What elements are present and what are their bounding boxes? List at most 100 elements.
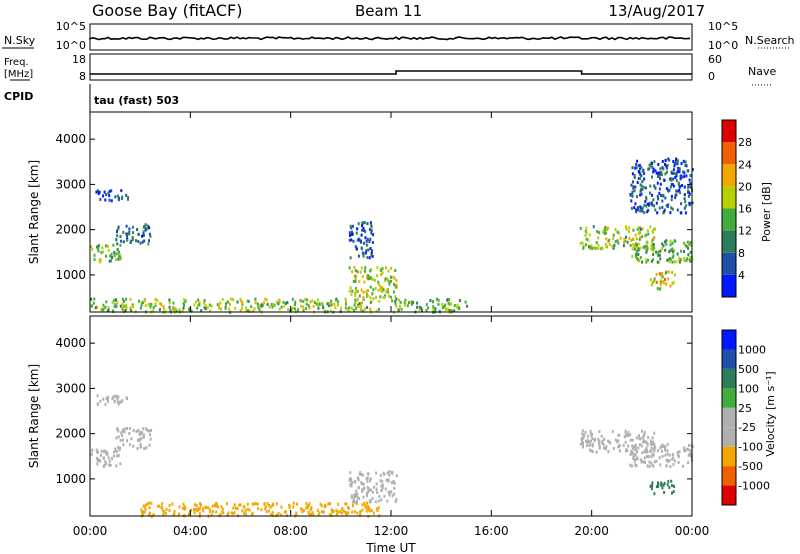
- power-echo-cell: [357, 254, 360, 258]
- velocity-echo-cell: [302, 509, 305, 513]
- power-echo-cell: [366, 275, 368, 279]
- power-echo-cell: [435, 297, 438, 301]
- power-echo-cell: [361, 224, 364, 228]
- power-echo-cell: [363, 221, 366, 225]
- power-echo-cell: [142, 301, 144, 305]
- power-echo-cell: [316, 298, 319, 302]
- velocity-echo-cell: [635, 436, 638, 440]
- velocity-echo-cell: [251, 511, 254, 515]
- power-echo-cell: [282, 300, 285, 304]
- power-echo-cell: [641, 209, 644, 213]
- velocity-echo-cell: [215, 510, 218, 514]
- velocity-echo-cell: [652, 447, 655, 451]
- power-echo-cell: [654, 169, 657, 173]
- power-echo-cell: [683, 197, 686, 201]
- power-echo-cell: [369, 269, 372, 273]
- power-echo-cell: [115, 298, 118, 302]
- power-echo-cell: [639, 205, 642, 209]
- power-echo-cell: [366, 306, 369, 309]
- power-echo-cell: [111, 256, 114, 260]
- power-echo-cell: [612, 233, 615, 237]
- velocity-echo-cell: [363, 486, 366, 490]
- velocity-echo-cell: [641, 436, 644, 440]
- power-echo-cell: [683, 175, 686, 179]
- velocity-echo-cell: [280, 505, 283, 509]
- power-echo-cell: [395, 283, 398, 287]
- power-echo-cell: [634, 233, 637, 237]
- velocity-echo-cell: [108, 459, 111, 463]
- power-echo-cell: [666, 164, 669, 167]
- power-echo-cell: [679, 177, 682, 181]
- power-echo-cell: [656, 181, 659, 185]
- power-echo-cell: [634, 242, 637, 246]
- velocity-echo-cell: [631, 450, 634, 454]
- velocity-echo-cell: [126, 439, 128, 443]
- power-echo-cell: [409, 300, 412, 304]
- velocity-echo-cell: [637, 446, 640, 450]
- power-echo-cell: [284, 302, 287, 305]
- velocity-echo-cell: [649, 442, 652, 446]
- power-echo-cell: [642, 172, 645, 176]
- power-echo-cell: [370, 225, 373, 229]
- power-echo-cell: [365, 290, 368, 293]
- power-echo-cell: [104, 198, 107, 202]
- velocity-echo-cell: [614, 438, 617, 442]
- power-echo-cell: [665, 164, 668, 168]
- power-echo-cell: [630, 199, 633, 203]
- velocity-echo-cell: [305, 506, 308, 510]
- power-echo-cell: [659, 279, 662, 283]
- power-echo-cell: [138, 299, 140, 303]
- velocity-echo-cell: [357, 486, 360, 490]
- velocity-echo-cell: [168, 508, 171, 512]
- power-echo-cell: [105, 254, 107, 258]
- velocity-echo-cell: [355, 499, 358, 503]
- power-echo-cell: [631, 247, 634, 251]
- velocity-echo-cell: [629, 463, 632, 467]
- velocity-echo-cell: [668, 453, 671, 457]
- velocity-echo-cell: [350, 494, 353, 498]
- velocity-echo-cell: [102, 456, 105, 460]
- velocity-echo-cell: [226, 502, 228, 506]
- power-echo-cell: [366, 274, 369, 277]
- power-echo-cell: [651, 203, 654, 207]
- velocity-echo-cell: [375, 482, 378, 486]
- velocity-echo-cell: [351, 500, 354, 504]
- power-echo-cell: [585, 226, 588, 230]
- power-echo-cell: [113, 250, 116, 254]
- velocity-echo-cell: [619, 449, 621, 453]
- velocity-echo-cell: [617, 439, 620, 443]
- velocity-echo-cell: [362, 495, 365, 499]
- power-echo-cell: [632, 228, 635, 232]
- velocity-echo-cell: [234, 506, 237, 510]
- power-echo-cell: [371, 241, 374, 244]
- velocity-echo-cell: [266, 502, 269, 506]
- velocity-echo-cell: [148, 443, 151, 447]
- power-echo-cell: [652, 242, 655, 246]
- velocity-echo-cell: [661, 449, 663, 453]
- velocity-echo-cell: [627, 434, 630, 438]
- power-echo-cell: [182, 302, 185, 306]
- power-echo-cell: [367, 248, 370, 252]
- velocity-echo-cell: [356, 511, 359, 515]
- power-echo-cell: [234, 306, 237, 310]
- velocity-echo-cell: [649, 449, 652, 453]
- velocity-echo-cell: [365, 509, 368, 513]
- power-echo-cell: [639, 227, 642, 231]
- velocity-echo-cell: [202, 507, 205, 511]
- velocity-echo-cell: [666, 449, 669, 453]
- velocity-echo-cell: [152, 513, 155, 517]
- power-echo-cell: [425, 309, 428, 312]
- velocity-echo-cell: [264, 507, 267, 511]
- velocity-echo-cell: [651, 464, 654, 468]
- power-echo-cell: [360, 266, 363, 270]
- velocity-echo-cell: [108, 463, 111, 467]
- power-echo-cell: [114, 303, 117, 306]
- power-echo-cell: [390, 275, 392, 279]
- velocity-echo-cell: [202, 509, 205, 513]
- velocity-echo-cell: [631, 438, 634, 442]
- power-echo-cell: [635, 166, 638, 170]
- power-echo-cell: [147, 242, 150, 246]
- power-echo-cell: [437, 302, 440, 306]
- velocity-echo-cell: [260, 508, 263, 512]
